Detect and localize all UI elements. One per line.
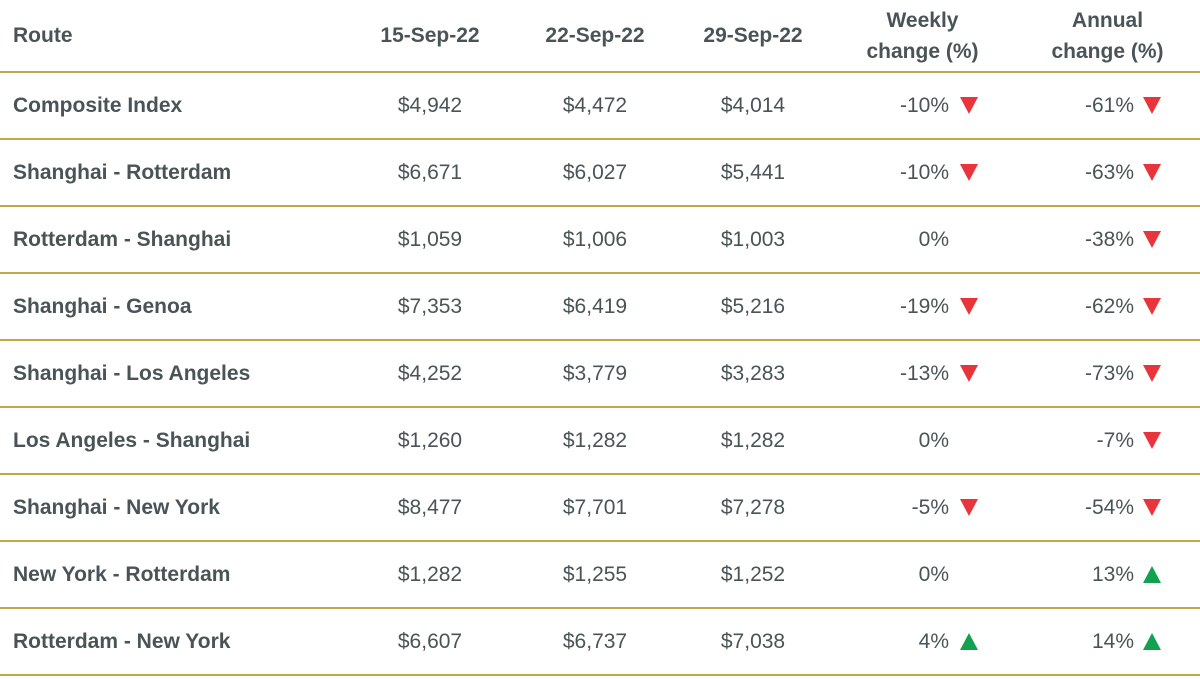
annual-change-cell: -73% [1084, 361, 1134, 385]
rate-29-sep-cell: $1,252 [720, 562, 786, 586]
annual-down-arrow-icon [1143, 164, 1161, 181]
header-date-3: 29-Sep-22 [703, 23, 803, 47]
table-row: Rotterdam - Shanghai $1,059 $1,006 $1,003 0%… [0, 207, 1200, 274]
table-row: Los Angeles - Shanghai $1,260 $1,282 $1,282… [0, 408, 1200, 475]
annual-down-arrow-icon [1143, 298, 1161, 315]
rate-15-sep-cell: $8,477 [397, 495, 463, 519]
header-annual-line1: Annual [1071, 8, 1144, 32]
annual-down-arrow-icon [1143, 499, 1161, 516]
rate-22-sep-cell: $6,027 [562, 160, 628, 184]
rate-29-sep-cell: $4,014 [720, 93, 786, 117]
annual-change-cell: -54% [1084, 495, 1134, 519]
rate-29-sep-cell: $5,441 [720, 160, 786, 184]
rate-29-sep-cell: $7,278 [720, 495, 786, 519]
weekly-change-cell: -10% [899, 160, 949, 184]
rate-29-sep-cell: $1,003 [720, 227, 786, 251]
table-header: Route 15-Sep-22 22-Sep-22 29-Sep-22 Week… [0, 0, 1200, 73]
rate-29-sep-cell: $5,216 [720, 294, 786, 318]
rate-15-sep-cell: $7,353 [397, 294, 463, 318]
route-cell: New York - Rotterdam [13, 562, 231, 586]
annual-change-cell: -62% [1084, 294, 1134, 318]
rate-22-sep-cell: $1,006 [562, 227, 628, 251]
annual-down-arrow-icon [1143, 97, 1161, 114]
weekly-down-arrow-icon [960, 499, 978, 516]
rate-22-sep-cell: $7,701 [562, 495, 628, 519]
header-date-1: 15-Sep-22 [380, 23, 480, 47]
annual-change-cell: 14% [1091, 629, 1134, 653]
rate-15-sep-cell: $4,942 [397, 93, 463, 117]
annual-change-cell: 13% [1091, 562, 1134, 586]
rate-22-sep-cell: $1,255 [562, 562, 628, 586]
rate-15-sep-cell: $6,671 [397, 160, 463, 184]
header-route: Route [13, 23, 73, 47]
weekly-down-arrow-icon [960, 97, 978, 114]
route-cell: Shanghai - Genoa [13, 294, 192, 318]
rate-29-sep-cell: $3,283 [720, 361, 786, 385]
rate-22-sep-cell: $6,419 [562, 294, 628, 318]
annual-change-cell: -38% [1084, 227, 1134, 251]
rate-15-sep-cell: $1,260 [397, 428, 463, 452]
route-cell: Shanghai - New York [13, 495, 220, 519]
rate-15-sep-cell: $6,607 [397, 629, 463, 653]
header-weekly-change: Weekly change (%) [820, 0, 1025, 71]
weekly-down-arrow-icon [960, 365, 978, 382]
rate-22-sep-cell: $4,472 [562, 93, 628, 117]
table-row: Shanghai - Genoa $7,353 $6,419 $5,216 -19% -6… [0, 274, 1200, 341]
rate-15-sep-cell: $1,059 [397, 227, 463, 251]
route-cell: Shanghai - Rotterdam [13, 160, 232, 184]
rate-29-sep-cell: $7,038 [720, 629, 786, 653]
header-annual-change: Annual change (%) [1005, 0, 1200, 71]
route-cell: Shanghai - Los Angeles [13, 361, 251, 385]
header-weekly-line1: Weekly [886, 8, 959, 32]
table-row: Rotterdam - New York $6,607 $6,737 $7,038 4%… [0, 609, 1200, 676]
rate-22-sep-cell: $1,282 [562, 428, 628, 452]
annual-down-arrow-icon [1143, 231, 1161, 248]
weekly-change-cell: 0% [918, 562, 949, 586]
weekly-change-cell: 0% [918, 428, 949, 452]
weekly-change-cell: -10% [899, 93, 949, 117]
route-cell: Rotterdam - Shanghai [13, 227, 232, 251]
weekly-down-arrow-icon [960, 164, 978, 181]
rate-22-sep-cell: $6,737 [562, 629, 628, 653]
header-date-2: 22-Sep-22 [545, 23, 645, 47]
header-weekly-line2: change (%) [866, 39, 979, 63]
rate-15-sep-cell: $4,252 [397, 361, 463, 385]
weekly-change-cell: -5% [911, 495, 949, 519]
table-row: Composite Index $4,942 $4,472 $4,014 -10% -61… [0, 73, 1200, 140]
table-row: New York - Rotterdam $1,282 $1,255 $1,252 0%… [0, 542, 1200, 609]
table-row: Shanghai - Los Angeles $4,252 $3,779 $3,283… [0, 341, 1200, 408]
rate-29-sep-cell: $1,282 [720, 428, 786, 452]
annual-up-arrow-icon [1143, 566, 1161, 583]
weekly-down-arrow-icon [960, 298, 978, 315]
rate-15-sep-cell: $1,282 [397, 562, 463, 586]
annual-change-cell: -7% [1096, 428, 1134, 452]
weekly-up-arrow-icon [960, 633, 978, 650]
annual-up-arrow-icon [1143, 633, 1161, 650]
route-cell: Los Angeles - Shanghai [13, 428, 251, 452]
annual-down-arrow-icon [1143, 432, 1161, 449]
route-cell: Rotterdam - New York [13, 629, 231, 653]
weekly-change-cell: -13% [899, 361, 949, 385]
weekly-change-cell: -19% [899, 294, 949, 318]
annual-down-arrow-icon [1143, 365, 1161, 382]
annual-change-cell: -63% [1084, 160, 1134, 184]
route-cell: Composite Index [13, 93, 183, 117]
weekly-change-cell: 0% [918, 227, 949, 251]
weekly-change-cell: 4% [918, 629, 949, 653]
header-annual-line2: change (%) [1051, 39, 1164, 63]
table-row: Shanghai - New York $8,477 $7,701 $7,278 -5%… [0, 475, 1200, 542]
annual-change-cell: -61% [1084, 93, 1134, 117]
table-row: Shanghai - Rotterdam $6,671 $6,027 $5,441 -1… [0, 140, 1200, 207]
rate-22-sep-cell: $3,779 [562, 361, 628, 385]
